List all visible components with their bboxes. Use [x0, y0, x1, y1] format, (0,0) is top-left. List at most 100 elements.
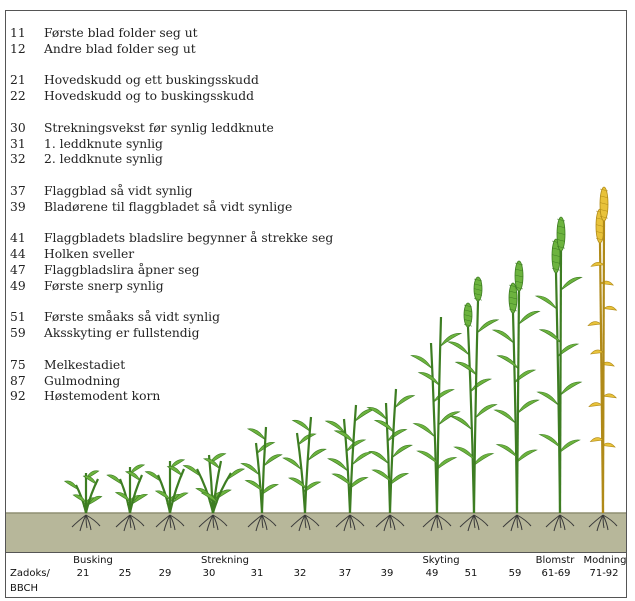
legend-text: Gulmodning — [44, 373, 121, 388]
soil-band — [6, 513, 626, 552]
legend-text: Høstemodent korn — [44, 389, 161, 404]
plant — [587, 186, 618, 514]
legend-row: 39 Bladørene til flaggbladet så vidt synl… — [10, 200, 333, 216]
legend-row: 92 Høstemodent korn — [10, 389, 333, 405]
legend-code: 92 — [10, 389, 26, 404]
stage-code: 59 — [508, 568, 522, 579]
legend-code: 39 — [10, 199, 26, 214]
scale-label-bbch: BBCH — [10, 583, 39, 594]
plant — [64, 470, 103, 514]
plant — [366, 388, 416, 514]
legend-text: Flaggbladets bladslire begynner å strekk… — [44, 231, 334, 246]
legend-text: Første snerp synlig — [44, 278, 164, 293]
stage-code: 31 — [250, 568, 264, 579]
stage-code: 25 — [118, 568, 132, 579]
legend-row: 32 2. leddknute synlig — [10, 152, 333, 168]
stage-code: 29 — [158, 568, 172, 579]
legend-text: Melkestadiet — [44, 357, 126, 372]
roots — [247, 514, 277, 532]
legend-code: 87 — [10, 373, 26, 388]
stage-code: 21 — [76, 568, 90, 579]
legend-text: Holken sveller — [44, 247, 135, 262]
legend-row: 37 Flaggblad så vidt synlig — [10, 184, 333, 200]
stage-code: 61-69 — [541, 568, 571, 579]
legend-text: 2. leddknute synlig — [44, 152, 163, 167]
legend-code: 59 — [10, 326, 26, 341]
legend-text: Flaggblad så vidt synlig — [44, 183, 193, 198]
legend-code: 12 — [10, 41, 26, 56]
phase-label-skyting: Skyting — [422, 555, 460, 566]
legend-text: Hovedskudd og to buskingsskudd — [44, 89, 255, 104]
phase-label-strekning: Strekning — [201, 555, 249, 566]
legend-row: 12 Andre blad folder seg ut — [10, 42, 333, 58]
legend-text: Bladørene til flaggbladet så vidt synlig… — [44, 199, 293, 214]
plant — [447, 276, 500, 514]
roots — [545, 514, 575, 532]
roots — [155, 514, 185, 532]
legend-row: 22 Hovedskudd og to buskingsskudd — [10, 89, 333, 105]
legend-code: 41 — [10, 231, 26, 246]
legend-row: 30 Strekningsvekst før synlig leddknute — [10, 121, 333, 137]
stage-code: 49 — [425, 568, 439, 579]
legend-code: 32 — [10, 152, 26, 167]
plant — [282, 416, 327, 514]
plant — [491, 260, 541, 514]
stage-code: 39 — [380, 568, 394, 579]
legend-text: Andre blad folder seg ut — [44, 41, 196, 56]
legend-row: 44 Holken sveller — [10, 247, 333, 263]
stage-code: 51 — [464, 568, 478, 579]
legend-code: 75 — [10, 357, 26, 372]
roots — [198, 514, 228, 532]
legend-row: 51 Første småaks så vidt synlig — [10, 310, 333, 326]
legend-code: 37 — [10, 183, 26, 198]
stage-code: 71-92 — [589, 568, 619, 579]
roots — [588, 514, 618, 532]
scale-separator — [5, 552, 627, 553]
legend-row: 49 Første snerp synlig — [10, 279, 333, 295]
stage-code: 37 — [338, 568, 352, 579]
legend-row: 11 Første blad folder seg ut — [10, 26, 333, 42]
stage-code: 30 — [202, 568, 216, 579]
plant — [106, 464, 149, 514]
stage-code: 32 — [293, 568, 307, 579]
legend-row: 87 Gulmodning — [10, 374, 333, 390]
roots — [422, 514, 452, 532]
scale-label-zadoks: Zadoks/ — [10, 568, 50, 579]
legend-text: Hovedskudd og ett buskingsskudd — [44, 73, 259, 88]
legend-row: 41 Flaggbladets bladslire begynner å stre… — [10, 231, 333, 247]
phase-label-modning: Modning — [583, 555, 627, 566]
legend-code: 47 — [10, 262, 26, 277]
plant — [240, 426, 283, 514]
legend-code: 44 — [10, 247, 26, 262]
plant — [144, 459, 189, 514]
legend-code: 22 — [10, 89, 26, 104]
roots — [459, 514, 489, 532]
legend-row: 21 Hovedskudd og ett buskingsskudd — [10, 73, 333, 89]
phase-label-blomstr: Blomstr — [535, 555, 575, 566]
legend-text: Første blad folder seg ut — [44, 26, 198, 40]
legend-code: 11 — [10, 26, 26, 40]
roots — [335, 514, 365, 532]
legend-text: Strekningsvekst før synlig leddknute — [44, 120, 274, 135]
roots — [375, 514, 405, 532]
plant — [410, 316, 463, 514]
legend-row: 47 Flaggbladslira åpner seg — [10, 263, 333, 279]
legend-code: 49 — [10, 278, 26, 293]
diagram-frame — [5, 10, 627, 598]
roots — [115, 514, 145, 532]
roots — [290, 514, 320, 532]
roots — [71, 514, 101, 532]
plant — [182, 453, 246, 514]
legend-code: 21 — [10, 73, 26, 88]
legend-code: 31 — [10, 136, 26, 151]
legend-row: 59 Aksskyting er fullstendig — [10, 326, 333, 342]
legend-code: 30 — [10, 120, 26, 135]
growth-stage-legend: 11 Første blad folder seg ut 12 Andre blad … — [10, 26, 333, 405]
roots — [502, 514, 532, 532]
legend-text: Flaggbladslira åpner seg — [44, 262, 200, 277]
legend-row: 31 1. leddknute synlig — [10, 137, 333, 153]
plant — [324, 404, 376, 514]
phase-label-busking: Busking — [73, 555, 113, 566]
legend-text: Aksskyting er fullstendig — [44, 326, 200, 341]
